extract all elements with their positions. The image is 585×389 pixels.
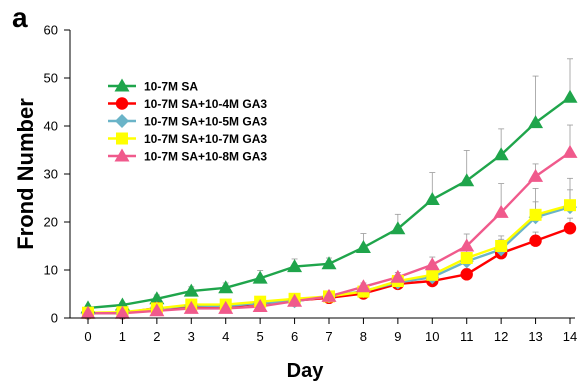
y-tick-label: 10: [44, 263, 58, 278]
legend-label-10-7m-sa-10-8m-ga3: 10-7M SA+10-8M GA3: [144, 150, 267, 164]
x-tick-label: 10: [425, 329, 439, 344]
data-point-10-7m-sa-10-8m-ga3: [252, 298, 268, 312]
data-point-10-7m-sa-10-8m-ga3: [114, 305, 130, 319]
legend-marker-10-7m-sa-10-8m-ga3: [114, 148, 130, 162]
data-point-10-7m-sa: [218, 280, 234, 294]
y-tick-label: 0: [51, 311, 58, 326]
data-point-10-7m-sa: [321, 256, 337, 270]
data-point-10-7m-sa-10-7m-ga3: [495, 240, 508, 252]
x-tick-label: 6: [291, 329, 298, 344]
data-point-10-7m-sa: [459, 173, 475, 187]
data-point-10-7m-sa-10-8m-ga3: [424, 257, 440, 271]
series-line-10-7m-sa: [87, 96, 571, 310]
y-tick-label: 30: [44, 167, 58, 182]
legend-label-10-7m-sa-10-5m-ga3: 10-7M SA+10-5M GA3: [144, 115, 267, 129]
data-point-10-7m-sa: [390, 221, 406, 235]
data-point-10-7m-sa-10-7m-ga3: [460, 252, 473, 264]
x-tick-label: 1: [119, 329, 126, 344]
data-point-10-7m-sa: [424, 191, 440, 205]
data-point-10-7m-sa: [355, 239, 371, 253]
data-point-10-7m-sa-10-8m-ga3: [287, 293, 303, 307]
legend-label-10-7m-sa-10-7m-ga3: 10-7M SA+10-7M GA3: [144, 132, 267, 146]
series-lines: [87, 96, 571, 315]
data-point-10-7m-sa-10-7m-ga3: [529, 208, 542, 221]
y-tick-label: 50: [44, 71, 58, 86]
legend-marker-10-7m-sa-10-4m-ga3: [115, 97, 129, 110]
series-markers: [80, 89, 578, 321]
data-point-10-7m-sa: [493, 147, 509, 161]
data-point-10-7m-sa: [287, 259, 303, 273]
x-axis-ticks: 0 1 2 3 4 5 6 7 8 9 10 11 12 13 14: [84, 318, 577, 344]
legend-label-10-7m-sa: 10-7M SA: [144, 80, 198, 94]
legend-marker-10-7m-sa: [114, 78, 130, 92]
legend-marker-10-7m-sa-10-7m-ga3: [116, 132, 128, 145]
data-point-10-7m-sa-10-8m-ga3: [390, 269, 406, 283]
x-tick-label: 12: [494, 329, 508, 344]
legend: 10-7M SA 10-7M SA+10-4M GA3 10-7M SA+10-5M…: [108, 78, 267, 164]
data-point-10-7m-sa-10-8m-ga3: [528, 168, 544, 182]
data-point-10-7m-sa-10-4m-ga3: [529, 234, 542, 247]
data-point-10-7m-sa: [252, 270, 268, 284]
data-point-10-7m-sa: [149, 291, 165, 305]
data-point-10-7m-sa: [562, 89, 578, 103]
x-tick-label: 3: [188, 329, 195, 344]
y-axis-title: Frond Number: [13, 98, 38, 250]
legend-label-10-7m-sa-10-4m-ga3: 10-7M SA+10-4M GA3: [144, 97, 267, 111]
data-point-10-7m-sa-10-4m-ga3: [460, 268, 473, 281]
y-tick-label: 40: [44, 119, 58, 134]
data-point-10-7m-sa-10-8m-ga3: [183, 300, 199, 314]
data-point-10-7m-sa-10-8m-ga3: [355, 279, 371, 293]
data-point-10-7m-sa-10-8m-ga3: [493, 204, 509, 218]
data-point-10-7m-sa-10-8m-ga3: [218, 300, 234, 314]
data-point-10-7m-sa-10-4m-ga3: [563, 222, 577, 235]
x-tick-label: 5: [257, 329, 264, 344]
y-tick-label: 20: [44, 215, 58, 230]
x-tick-label: 14: [563, 329, 577, 344]
x-tick-label: 2: [153, 329, 160, 344]
x-tick-label: 0: [84, 329, 91, 344]
data-point-10-7m-sa-10-8m-ga3: [459, 238, 475, 252]
x-tick-label: 7: [325, 329, 332, 344]
x-tick-label: 11: [460, 329, 474, 344]
x-tick-label: 4: [222, 329, 229, 344]
x-tick-label: 8: [360, 329, 367, 344]
x-tick-label: 13: [528, 329, 542, 344]
data-point-10-7m-sa-10-8m-ga3: [321, 288, 337, 302]
data-point-10-7m-sa-10-7m-ga3: [564, 199, 576, 212]
data-point-10-7m-sa-10-8m-ga3: [149, 303, 165, 317]
x-tick-label: 9: [394, 329, 401, 344]
data-point-10-7m-sa-10-8m-ga3: [562, 144, 578, 158]
data-point-10-7m-sa: [183, 283, 199, 297]
y-tick-label: 60: [44, 23, 58, 38]
y-axis-ticks: 0 10 20 30 40 50 60: [44, 23, 70, 326]
data-point-10-7m-sa-10-7m-ga3: [426, 268, 439, 281]
legend-marker-10-7m-sa-10-5m-ga3: [115, 114, 129, 128]
x-axis-title: Day: [287, 360, 325, 382]
panel-label: a: [12, 2, 28, 33]
data-point-10-7m-sa-10-8m-ga3: [80, 305, 96, 319]
data-point-10-7m-sa: [528, 115, 544, 129]
